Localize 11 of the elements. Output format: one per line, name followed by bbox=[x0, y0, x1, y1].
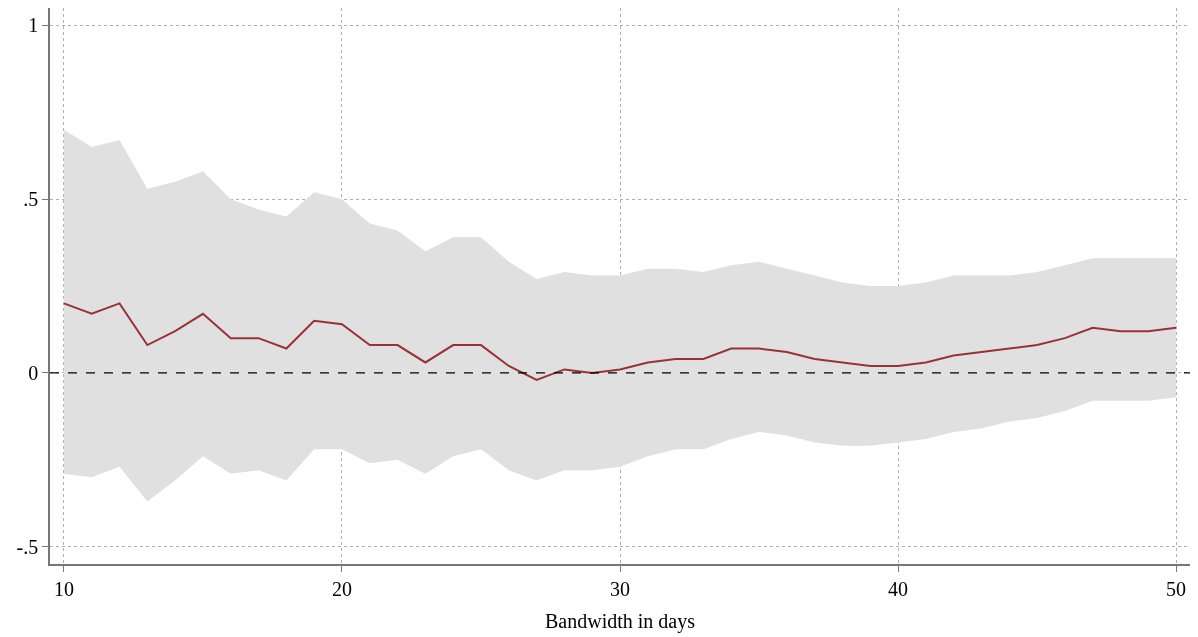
x-tick-label: 10 bbox=[53, 577, 74, 600]
x-tick-label: 40 bbox=[888, 577, 909, 600]
x-tick-label: 30 bbox=[610, 577, 630, 600]
y-tick-label: 1 bbox=[28, 14, 39, 37]
x-tick-label: 20 bbox=[331, 577, 352, 600]
x-tick-label: 50 bbox=[1166, 577, 1187, 600]
line-series bbox=[62, 302, 1178, 381]
x-axis-title: Bandwidth in days bbox=[545, 609, 696, 633]
y-tick-label: 0 bbox=[28, 361, 39, 384]
y-tick-label: -.5 bbox=[16, 535, 39, 558]
y-tick-label: .5 bbox=[23, 188, 39, 211]
